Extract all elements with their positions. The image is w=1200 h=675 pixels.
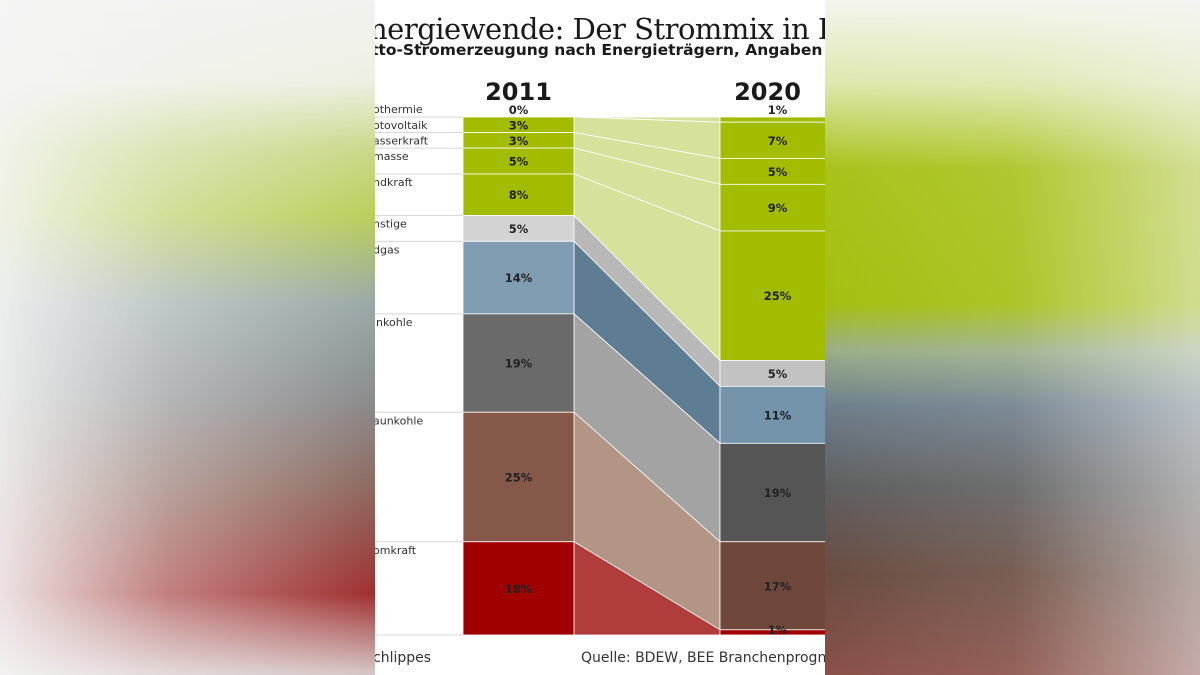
category-label: aunkohle: [375, 414, 423, 427]
category-label: nstige: [375, 217, 407, 230]
category-label: otovoltaik: [375, 119, 428, 132]
category-label: masse: [375, 150, 409, 163]
bar-segment-2011: [462, 411, 575, 543]
footer-source: Quelle: BDEW, BEE Branchenprognose 2: [581, 650, 825, 666]
bar-segment-2011: [462, 313, 575, 413]
bar-segment-2020: [719, 183, 825, 232]
data-label: 25%: [505, 471, 533, 485]
bar-segment-2011: [462, 173, 575, 216]
category-label: inkohle: [375, 316, 413, 329]
data-label: 1%: [768, 623, 788, 637]
data-label: 25%: [764, 289, 792, 303]
data-label: 5%: [768, 165, 788, 179]
bar-segment-2011: [462, 240, 575, 315]
data-label: 3%: [509, 134, 529, 148]
data-label: 18%: [505, 582, 533, 596]
category-label: othermie: [375, 103, 423, 116]
data-label: 19%: [764, 486, 792, 500]
year-header-2011: 2011: [485, 78, 552, 106]
footer-author: chlippes: [375, 650, 432, 666]
bar-segment-2020: [719, 116, 825, 123]
chart-title: nergiewende: Der Strommix in Deutschlan: [375, 12, 825, 46]
chart-subtitle: tto-Stromerzeugung nach Energieträgern, …: [375, 41, 825, 59]
category-label: ndkraft: [375, 176, 413, 189]
data-label: 19%: [505, 357, 533, 371]
bar-segment-2020: [719, 385, 825, 444]
data-label: 7%: [768, 134, 788, 148]
bar-segment-2020: [719, 121, 825, 159]
blurred-background-left: [0, 0, 375, 675]
data-label: 1%: [768, 103, 788, 117]
data-label: 11%: [764, 408, 792, 422]
category-label: omkraft: [375, 544, 417, 557]
data-label: 0%: [509, 103, 529, 117]
data-label: 5%: [509, 222, 529, 236]
data-label: 14%: [505, 271, 533, 285]
stacked-bar-chart: 0% 1% othermie 3% 7% otovoltaik 3% 5% asserkraft…: [375, 78, 825, 637]
data-label: 3%: [509, 118, 529, 132]
chart-panel: nergiewende: Der Strommix in Deutschlan …: [375, 0, 825, 675]
bar-segment-2020: [719, 541, 825, 631]
bar-segment-2011: [462, 541, 575, 636]
data-label: 5%: [509, 155, 529, 169]
data-label: 5%: [768, 367, 788, 381]
data-label: 17%: [764, 579, 792, 593]
blurred-background-right: [825, 0, 1200, 675]
bar-segment-2020: [719, 629, 825, 636]
data-label: 9%: [768, 201, 788, 215]
bar-segment-2020: [719, 442, 825, 543]
data-label: 8%: [509, 188, 529, 202]
bar-segment-2020: [719, 360, 825, 387]
bar-segment-2011: [462, 215, 575, 242]
category-label: dgas: [375, 243, 400, 256]
bar-segment-2020: [719, 158, 825, 185]
bar-segment-2011: [462, 147, 575, 175]
category-label: asserkraft: [375, 135, 429, 148]
bar-segment-2020: [719, 230, 825, 361]
year-header-2020: 2020: [734, 78, 801, 106]
